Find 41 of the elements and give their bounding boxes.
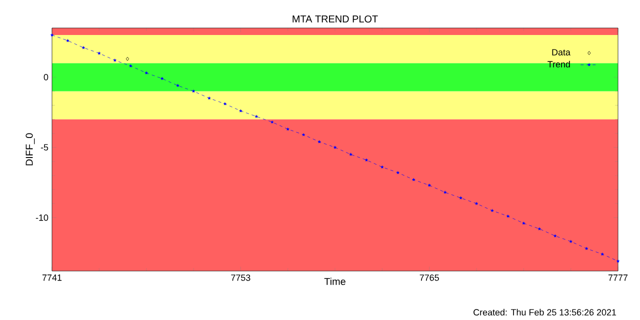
point	[553, 234, 557, 238]
point	[318, 140, 321, 144]
point	[538, 227, 542, 230]
point	[364, 158, 368, 162]
x-tick-label: 7777	[608, 274, 628, 281]
chart-title: MTA TREND PLOT	[292, 15, 378, 22]
point	[412, 178, 416, 182]
point	[522, 221, 526, 225]
point	[333, 146, 337, 149]
point	[443, 190, 447, 194]
x-axis-title: Time	[324, 278, 346, 286]
point	[254, 114, 258, 118]
point	[223, 102, 227, 106]
point	[113, 58, 117, 62]
point	[50, 33, 54, 36]
point	[302, 132, 306, 136]
point	[428, 184, 432, 187]
point	[600, 252, 604, 256]
point	[270, 120, 274, 124]
point	[474, 202, 478, 206]
x-tick-label: 7765	[420, 274, 439, 281]
y-tick-label: -5	[40, 144, 48, 151]
x-tick-label: 7753	[231, 274, 250, 281]
point	[97, 51, 101, 55]
text: Created: Thu Feb 25 13:56:26 2021	[474, 308, 616, 316]
point	[192, 89, 196, 93]
point	[584, 246, 588, 250]
point	[160, 76, 164, 80]
point	[126, 56, 130, 61]
y-axis-title: DIFF_0	[26, 133, 35, 166]
y-tick-label: 0	[44, 74, 48, 80]
point	[506, 214, 510, 218]
point	[616, 259, 620, 263]
x-tick-label: 7741	[42, 274, 62, 281]
point	[286, 127, 290, 131]
legend-label: Data	[552, 49, 570, 56]
point	[396, 170, 400, 174]
point	[66, 38, 70, 42]
point	[82, 46, 86, 50]
y-tick-label: -10	[36, 214, 48, 221]
point	[208, 96, 211, 100]
